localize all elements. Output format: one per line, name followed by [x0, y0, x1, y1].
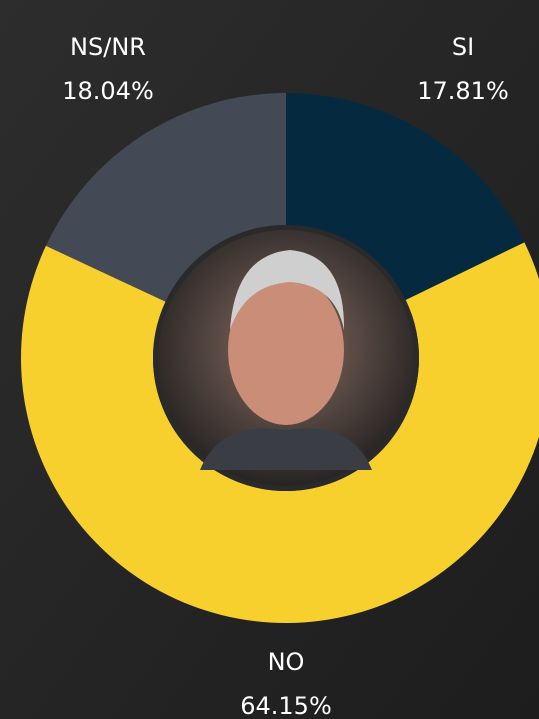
slice — [286, 93, 525, 300]
slices — [21, 92, 539, 623]
photo-hair — [230, 250, 345, 330]
slice-label: NS/NR — [70, 33, 146, 61]
value-label: 18.04% — [62, 77, 154, 105]
labels: SI 17.81% NO 64.15% NS/NR 18.04% — [62, 33, 509, 719]
photo-face — [228, 275, 344, 425]
slice — [45, 92, 286, 302]
value-label: 64.15% — [240, 692, 332, 719]
slice-label: NO — [268, 648, 305, 676]
slice — [21, 242, 539, 623]
photo-suit — [200, 428, 372, 470]
value-label: 17.81% — [417, 77, 509, 105]
slice-label: SI — [452, 33, 474, 61]
photo — [158, 230, 414, 486]
